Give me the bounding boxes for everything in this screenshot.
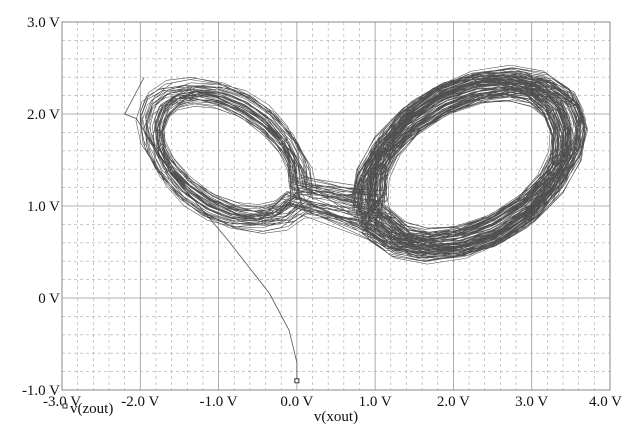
trajectory-series (124, 64, 589, 381)
x-axis-tick-labels: -3.0 V -2.0 V -1.0 V 0.0 V 1.0 V 2.0 V 3.0 V 4.… (43, 394, 622, 410)
x-axis-title: v(xout) (314, 409, 358, 425)
x-tick-label: 1.0 V (359, 394, 392, 410)
x-tick-label: 3.0 V (515, 394, 548, 410)
legend-square-icon (62, 403, 68, 409)
y-tick-label: 0 V (38, 291, 60, 307)
y-tick-label: 3.0 V (27, 15, 60, 31)
trajectory-transient (124, 77, 298, 381)
y-tick-label: -1.0 V (22, 383, 60, 399)
x-tick-label: 0.0 V (280, 394, 313, 410)
x-tick-label: 4.0 V (589, 394, 622, 410)
legend: v(zout) (62, 401, 113, 417)
legend-label: v(zout) (70, 401, 113, 417)
start-point-marker (294, 378, 300, 384)
y-axis-tick-labels: -1.0 V 0 V 1.0 V 2.0 V 3.0 V (22, 15, 60, 399)
x-tick-label: 2.0 V (437, 394, 470, 410)
x-tick-label: -1.0 V (200, 394, 238, 410)
x-tick-label: -3.0 V (43, 394, 81, 410)
y-tick-label: 2.0 V (27, 107, 60, 123)
plot-area-frame (61, 21, 611, 391)
x-tick-label: -2.0 V (121, 394, 159, 410)
y-tick-label: 1.0 V (27, 199, 60, 215)
trajectory-attractor (135, 64, 589, 265)
